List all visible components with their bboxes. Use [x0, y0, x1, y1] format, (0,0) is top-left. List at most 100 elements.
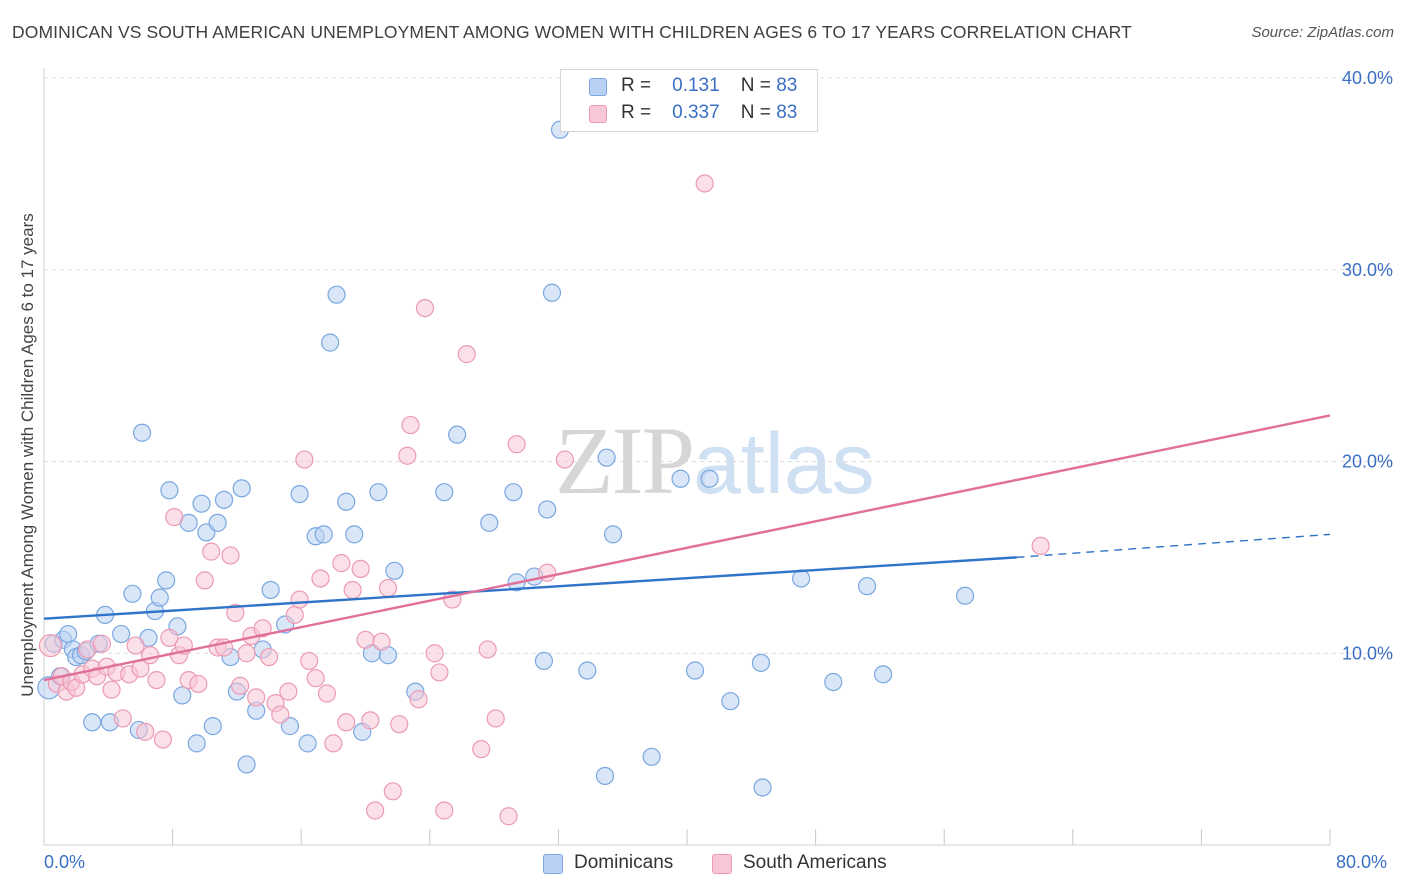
x-tick-label-max: 80.0% [1336, 852, 1388, 872]
dominican-point [232, 479, 251, 498]
dominican-point [504, 483, 523, 502]
south-american-point [226, 603, 245, 623]
south-americans-points [38, 174, 1050, 826]
dominican-point [150, 588, 169, 607]
dominican-point [642, 747, 661, 766]
south-american-point [415, 299, 435, 318]
dominican-point [597, 448, 616, 467]
dominican-point [578, 661, 597, 680]
watermark-atlas: atlas [693, 416, 875, 512]
south-american-point [478, 640, 497, 659]
dominican-point [671, 469, 690, 488]
south-american-point [398, 446, 417, 465]
south-american-point [507, 435, 526, 454]
legend-n-value: 83 [776, 102, 798, 123]
dominican-point [435, 483, 454, 502]
watermark-zip: ZIP [555, 407, 695, 514]
y-tick-label: 10.0% [1342, 643, 1393, 663]
south-american-point [499, 807, 518, 826]
dominican-point [290, 484, 309, 504]
south-american-point [259, 647, 279, 667]
dominican-point [751, 653, 771, 672]
south-american-point [306, 669, 325, 688]
gridlines [44, 77, 1392, 654]
dominican-point [824, 672, 843, 692]
legend-r-label: R = [621, 102, 652, 123]
dominican-point [700, 469, 719, 488]
south-american-point [165, 508, 184, 527]
south-american-point [92, 634, 111, 653]
dominican-point [337, 492, 356, 511]
dominican-point [214, 490, 234, 509]
legend-swatch-south-americans [589, 105, 607, 123]
y-axis-title: Unemployment Among Women with Children A… [18, 213, 37, 697]
dominicans-trend-line [43, 556, 1017, 620]
south-american-point [38, 633, 63, 658]
south-american-point [409, 690, 428, 709]
south-american-point [472, 740, 491, 759]
south-american-point [317, 684, 337, 703]
south-american-point [430, 663, 449, 682]
bottom-legend-swatch-dominicans [543, 854, 563, 874]
legend-n-label: N = [740, 75, 771, 96]
dominican-point [187, 734, 206, 753]
legend-r-label: R = [621, 75, 652, 96]
south-american-point [555, 450, 574, 469]
south-american-point [311, 569, 330, 588]
y-tick-label: 30.0% [1342, 260, 1393, 280]
dominican-point [448, 425, 467, 444]
south-american-point [390, 715, 409, 734]
dominican-point [203, 717, 222, 736]
legend-swatch-dominicans [589, 78, 607, 96]
south-american-point [337, 713, 356, 732]
dominican-point [534, 651, 554, 671]
dominican-point [160, 481, 179, 500]
south-american-point [279, 682, 298, 701]
x-tick-label-min: 0.0% [44, 852, 86, 872]
dominican-point [237, 755, 256, 774]
dominican-point [83, 713, 102, 732]
south-american-point [202, 542, 221, 561]
south-american-point [189, 674, 208, 694]
correlation-legend: R = 0.131 N = 83 R = 0.337 N = 83 [560, 69, 818, 132]
south-american-point [486, 709, 505, 728]
south-american-point [160, 628, 179, 648]
dominican-point [132, 423, 152, 442]
dominican-point [369, 483, 388, 502]
south-american-point [356, 630, 375, 649]
dominican-point [955, 586, 975, 605]
south-american-point [1031, 536, 1050, 555]
bottom-legend-swatch-south-americans [712, 854, 732, 874]
dominican-point [874, 665, 893, 684]
y-tick-labels: 10.0% 20.0% 30.0% 40.0% [1342, 68, 1393, 663]
south-american-point [366, 801, 385, 820]
legend-r-value: 0.131 [672, 75, 720, 96]
bottom-legend-label-dominicans: Dominicans [574, 852, 674, 873]
south-american-point [332, 554, 351, 573]
south-american-point [435, 801, 454, 820]
dominican-point [542, 283, 562, 302]
south-american-point [401, 415, 420, 435]
south-american-point [290, 590, 309, 609]
south-american-point [300, 651, 319, 671]
legend-n-label: N = [740, 102, 771, 123]
y-tick-label: 20.0% [1342, 452, 1393, 472]
south-american-point [695, 174, 714, 193]
dominican-point [192, 494, 211, 513]
watermark: ZIPatlas [555, 405, 875, 516]
south-american-point [425, 644, 444, 663]
south-american-point [285, 605, 304, 625]
dominican-point [538, 500, 557, 519]
south-americans-trend-line [43, 414, 1331, 682]
dominican-point [208, 513, 227, 532]
south-american-point [378, 578, 398, 598]
south-american-point [361, 711, 380, 730]
dominican-point [59, 624, 78, 644]
dominican-point [157, 571, 176, 590]
south-american-point [221, 546, 240, 565]
legend-n-value: 83 [776, 75, 798, 96]
bottom-legend-label-south-americans: South Americans [743, 852, 887, 873]
dominican-point [685, 661, 705, 680]
south-american-point [343, 580, 362, 600]
